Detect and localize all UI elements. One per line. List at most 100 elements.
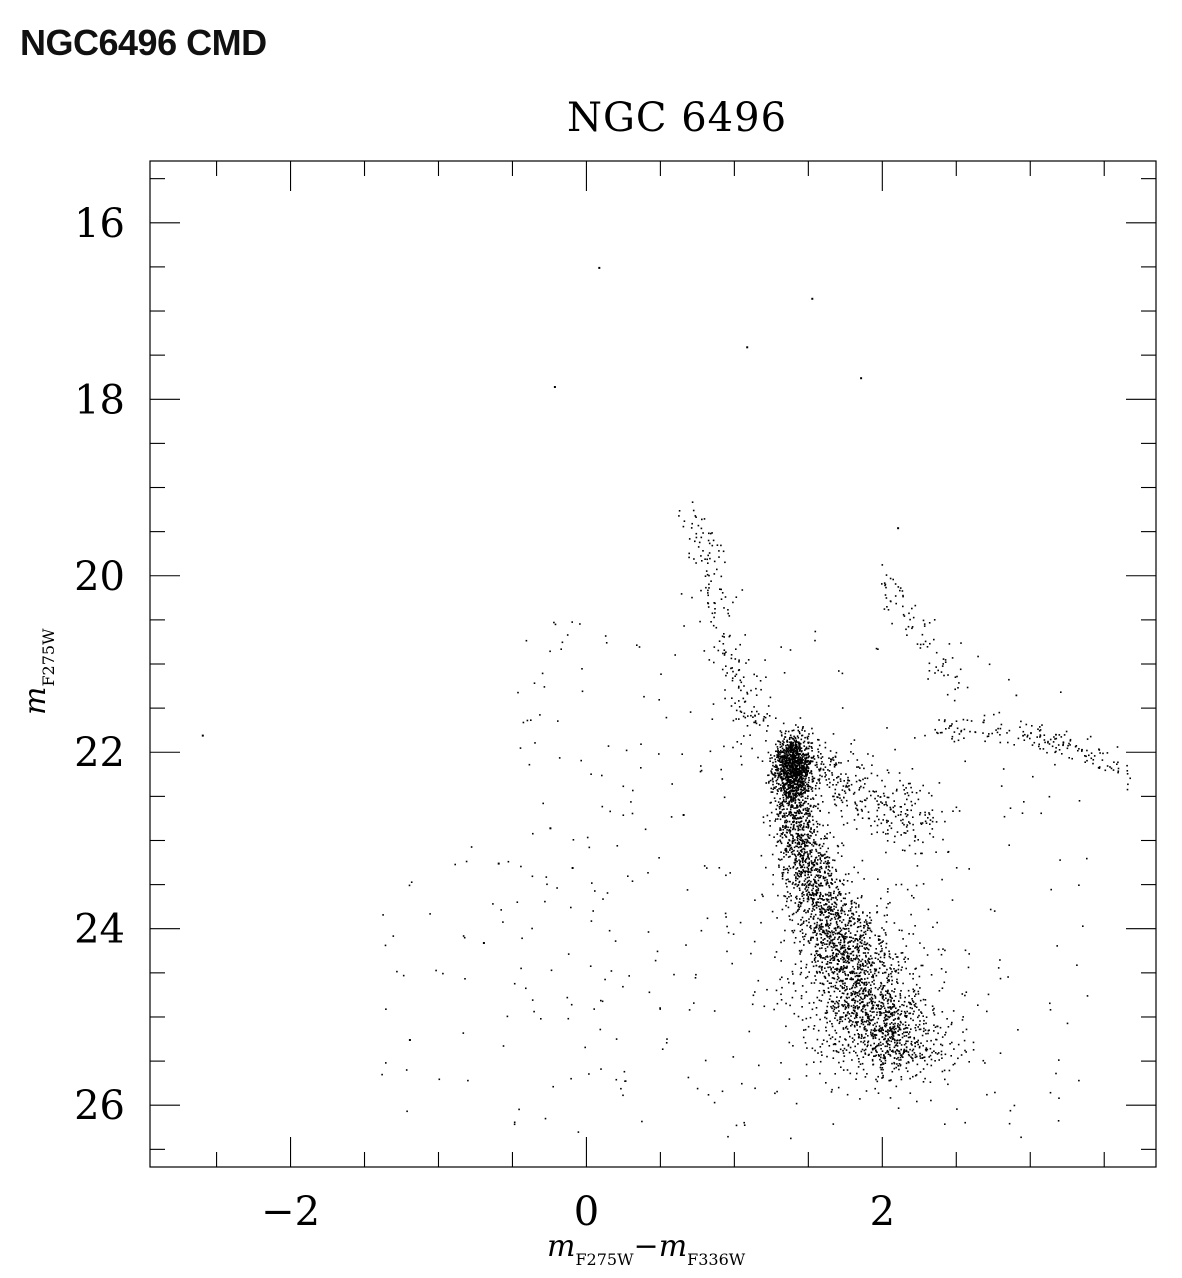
star-point [775,951,778,953]
star-point [944,1053,947,1056]
star-point [847,1003,850,1005]
star-point [872,1004,874,1007]
star-point [863,997,866,1000]
star-point [877,878,879,880]
star-point [874,997,877,999]
star-point [808,942,811,944]
star-point [792,814,794,816]
star-point [879,1014,882,1016]
star-point [924,814,926,816]
star-point [998,711,1001,714]
star-point [787,842,789,845]
star-point [819,895,821,898]
star-point [831,866,834,869]
star-point [581,668,583,670]
star-point [847,873,850,875]
star-point [909,1048,911,1051]
star-point [860,1022,863,1025]
star-point [859,996,862,999]
star-point [915,884,918,887]
star-point [855,902,857,905]
star-point [832,933,834,936]
star-point [834,1073,836,1075]
star-point [731,679,734,682]
star-point [787,751,790,753]
star-point [1098,766,1101,768]
star-point [917,798,920,801]
star-point [842,959,844,961]
star-point [885,946,887,949]
star-point [767,774,770,776]
star-point [899,1005,901,1008]
star-point [794,792,797,794]
star-point [867,991,870,993]
star-point [783,752,786,754]
star-point [903,1010,906,1013]
star-point [850,743,852,745]
star-point [800,801,802,804]
star-point [798,812,801,815]
star-point [782,722,785,725]
star-point [836,912,838,914]
star-point [781,808,784,811]
star-point [779,757,781,760]
star-point [822,854,825,856]
star-point [882,1074,884,1077]
star-point [944,1078,946,1081]
star-point [802,891,804,893]
star-point [748,1030,751,1033]
star-point [818,926,821,928]
star-point [872,1063,875,1066]
star-point [827,925,830,928]
star-point [815,925,818,928]
star-point [897,961,900,963]
star-point [808,733,810,735]
star-point [792,781,794,784]
star-point [792,784,794,786]
star-point [807,767,810,769]
star-point [837,916,840,919]
star-point [788,792,791,795]
star-point [779,773,781,775]
star-point [894,595,897,597]
star-point [935,851,937,853]
star-point [849,1019,851,1021]
star-point [883,954,886,957]
star-point [810,897,813,900]
star-point [833,890,835,893]
star-point [809,762,811,765]
star-point [755,694,758,696]
star-point [875,1007,878,1010]
star-point [918,1045,921,1048]
star-point [969,730,971,733]
star-point [780,773,783,776]
star-point [966,686,969,689]
star-point [848,1021,850,1023]
star-point [800,786,803,789]
star-point [805,844,808,847]
star-point [793,778,795,781]
star-point [801,757,803,759]
star-point [819,768,822,771]
star-point [859,918,861,920]
star-point [842,1069,845,1071]
star-point [875,1025,877,1028]
star-point [790,895,792,897]
star-point [898,1039,901,1042]
star-point [921,822,924,824]
star-point [815,950,818,952]
star-point [775,989,778,992]
star-point [884,932,887,934]
star-point [927,1032,929,1035]
star-point [826,956,829,958]
star-point [711,532,713,534]
star-point [828,935,831,938]
star-point [804,883,807,885]
star-point [870,987,872,990]
star-point [819,947,821,950]
star-point [806,823,809,826]
star-point [826,893,829,896]
star-point [861,800,863,803]
star-point [844,984,846,987]
star-point [883,804,886,806]
